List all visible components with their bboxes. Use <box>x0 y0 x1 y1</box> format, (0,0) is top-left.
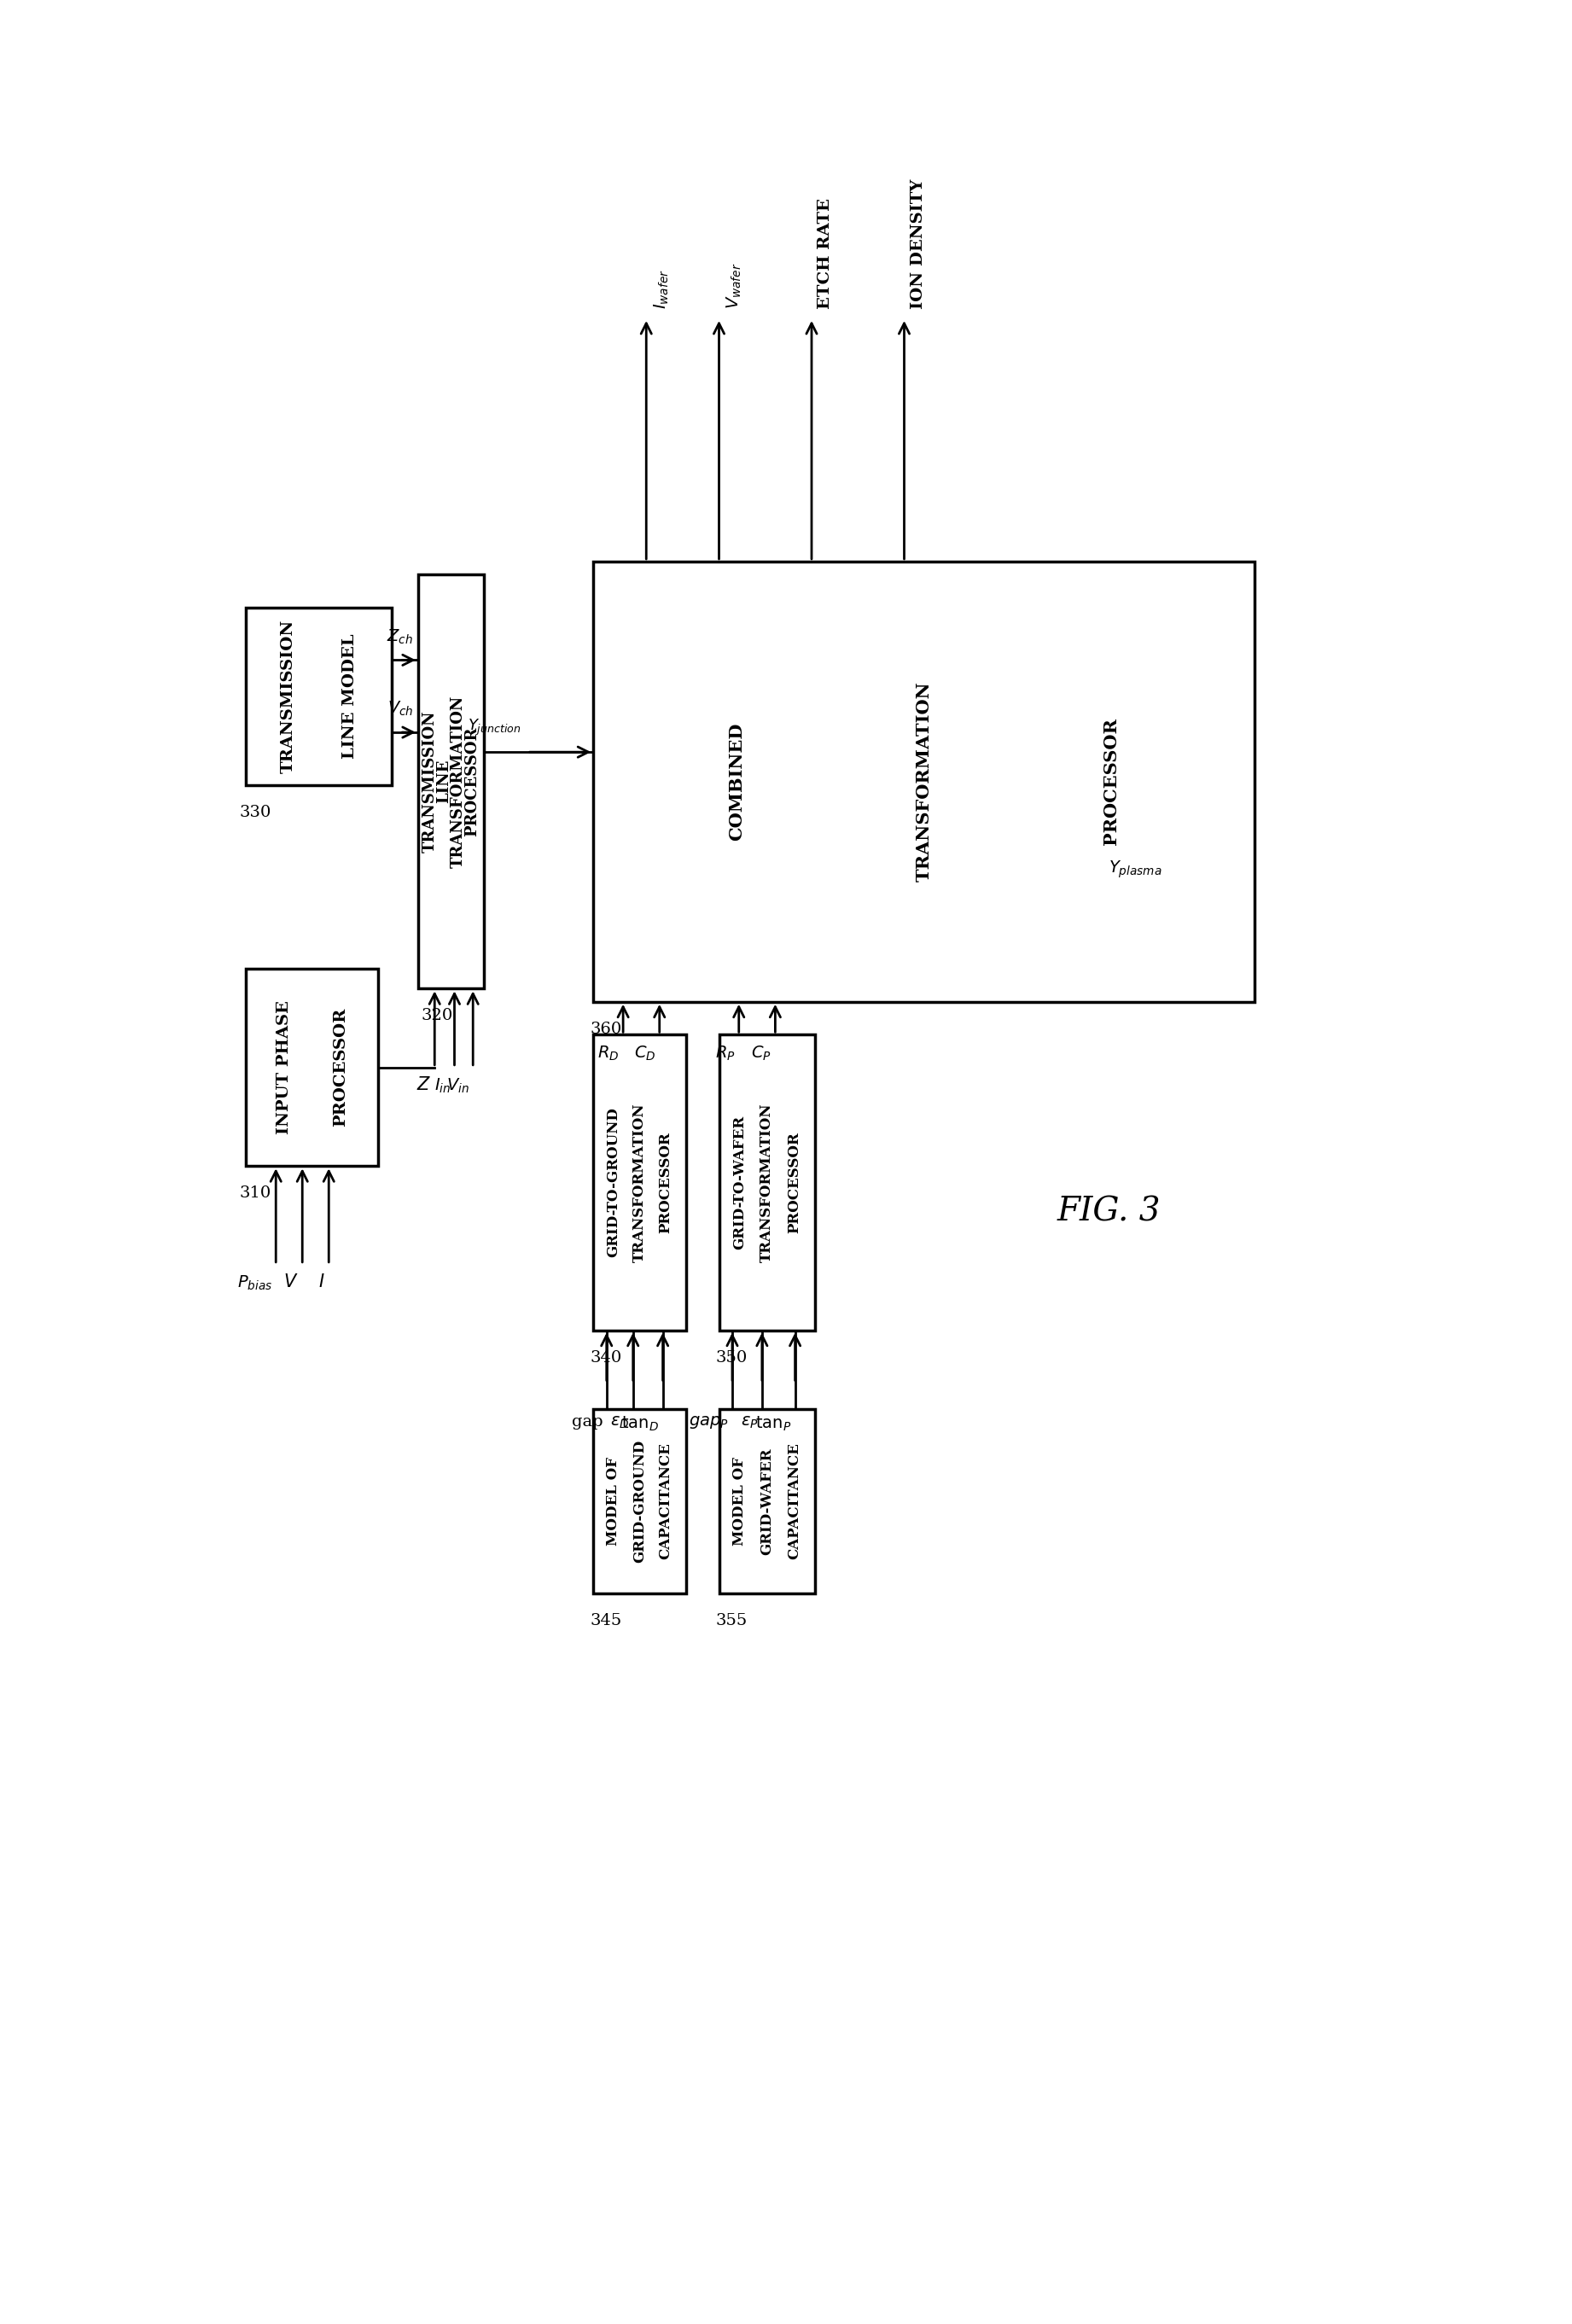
Text: $\tan_P$: $\tan_P$ <box>755 1415 791 1434</box>
Text: GRID-WAFER: GRID-WAFER <box>759 1448 775 1555</box>
Text: INPUT PHASE: INPUT PHASE <box>277 1002 292 1134</box>
Text: $R_P$: $R_P$ <box>715 1043 736 1062</box>
Text: PROCESSOR: PROCESSOR <box>1104 718 1119 846</box>
Text: $\epsilon_D$: $\epsilon_D$ <box>610 1415 629 1429</box>
Text: MODEL OF: MODEL OF <box>733 1457 747 1545</box>
Text: 350: 350 <box>715 1350 748 1367</box>
Text: PROCESSOR: PROCESSOR <box>659 1132 673 1234</box>
Text: 330: 330 <box>239 804 272 820</box>
Text: $V$: $V$ <box>283 1274 299 1290</box>
Bar <box>593 1034 685 1329</box>
Text: LINE: LINE <box>437 760 451 804</box>
Text: gap: gap <box>572 1415 604 1429</box>
Text: $V_{in}$: $V_{in}$ <box>446 1076 470 1095</box>
Text: 320: 320 <box>421 1009 453 1023</box>
Text: $C_D$: $C_D$ <box>634 1043 656 1062</box>
Text: $V_{ch}$: $V_{ch}$ <box>387 700 413 718</box>
Text: PROCESSOR: PROCESSOR <box>465 727 479 837</box>
Text: TRANSMISSION: TRANSMISSION <box>423 711 437 853</box>
Bar <box>247 607 391 786</box>
Text: $Z_{ch}$: $Z_{ch}$ <box>387 627 413 646</box>
Text: $Z$: $Z$ <box>417 1076 431 1095</box>
Text: PROCESSOR: PROCESSOR <box>788 1132 802 1234</box>
Text: FIG. 3: FIG. 3 <box>1058 1197 1162 1227</box>
Text: PROCESSOR: PROCESSOR <box>333 1009 347 1127</box>
Text: COMBINED: COMBINED <box>728 723 745 841</box>
Text: TRANSFORMATION: TRANSFORMATION <box>451 695 465 867</box>
Text: GRID-TO-GROUND: GRID-TO-GROUND <box>607 1109 621 1257</box>
Bar <box>593 1408 685 1594</box>
Text: 355: 355 <box>715 1613 748 1629</box>
Bar <box>718 1034 814 1329</box>
Text: $I$: $I$ <box>319 1274 325 1290</box>
Text: TRANSFORMATION: TRANSFORMATION <box>632 1104 648 1262</box>
Text: 310: 310 <box>239 1185 272 1202</box>
Text: $V_{wafer}$: $V_{wafer}$ <box>725 263 744 309</box>
Bar <box>247 969 379 1167</box>
Text: $P_{bias}$: $P_{bias}$ <box>237 1274 272 1292</box>
Text: LINE MODEL: LINE MODEL <box>343 634 357 758</box>
Text: 340: 340 <box>590 1350 623 1367</box>
Text: $I_{wafer}$: $I_{wafer}$ <box>652 270 671 309</box>
Text: CAPACITANCE: CAPACITANCE <box>788 1443 802 1559</box>
Bar <box>718 1408 814 1594</box>
Text: 345: 345 <box>590 1613 623 1629</box>
Bar <box>593 562 1254 1002</box>
Text: 360: 360 <box>590 1023 623 1037</box>
Text: ION DENSITY: ION DENSITY <box>910 179 926 309</box>
Text: $R_D$: $R_D$ <box>597 1043 619 1062</box>
Text: MODEL OF: MODEL OF <box>607 1457 621 1545</box>
Text: $\tan_D$: $\tan_D$ <box>621 1415 659 1434</box>
Text: $\epsilon_P$: $\epsilon_P$ <box>740 1415 758 1429</box>
Text: $C_P$: $C_P$ <box>751 1043 772 1062</box>
Text: $I_{in}$: $I_{in}$ <box>434 1076 451 1095</box>
Text: TRANSFORMATION: TRANSFORMATION <box>915 681 932 881</box>
Text: GRID-GROUND: GRID-GROUND <box>632 1439 648 1562</box>
Text: CAPACITANCE: CAPACITANCE <box>659 1443 673 1559</box>
Text: TRANSFORMATION: TRANSFORMATION <box>759 1104 775 1262</box>
Bar <box>418 574 484 988</box>
Text: $Y_{plasma}$: $Y_{plasma}$ <box>1108 860 1162 881</box>
Text: $Y_{junction}$: $Y_{junction}$ <box>467 718 520 737</box>
Text: TRANSMISSION: TRANSMISSION <box>280 618 296 774</box>
Text: GRID-TO-WAFER: GRID-TO-WAFER <box>733 1116 747 1250</box>
Text: ETCH RATE: ETCH RATE <box>817 198 833 309</box>
Text: $gap_P$: $gap_P$ <box>689 1415 728 1432</box>
